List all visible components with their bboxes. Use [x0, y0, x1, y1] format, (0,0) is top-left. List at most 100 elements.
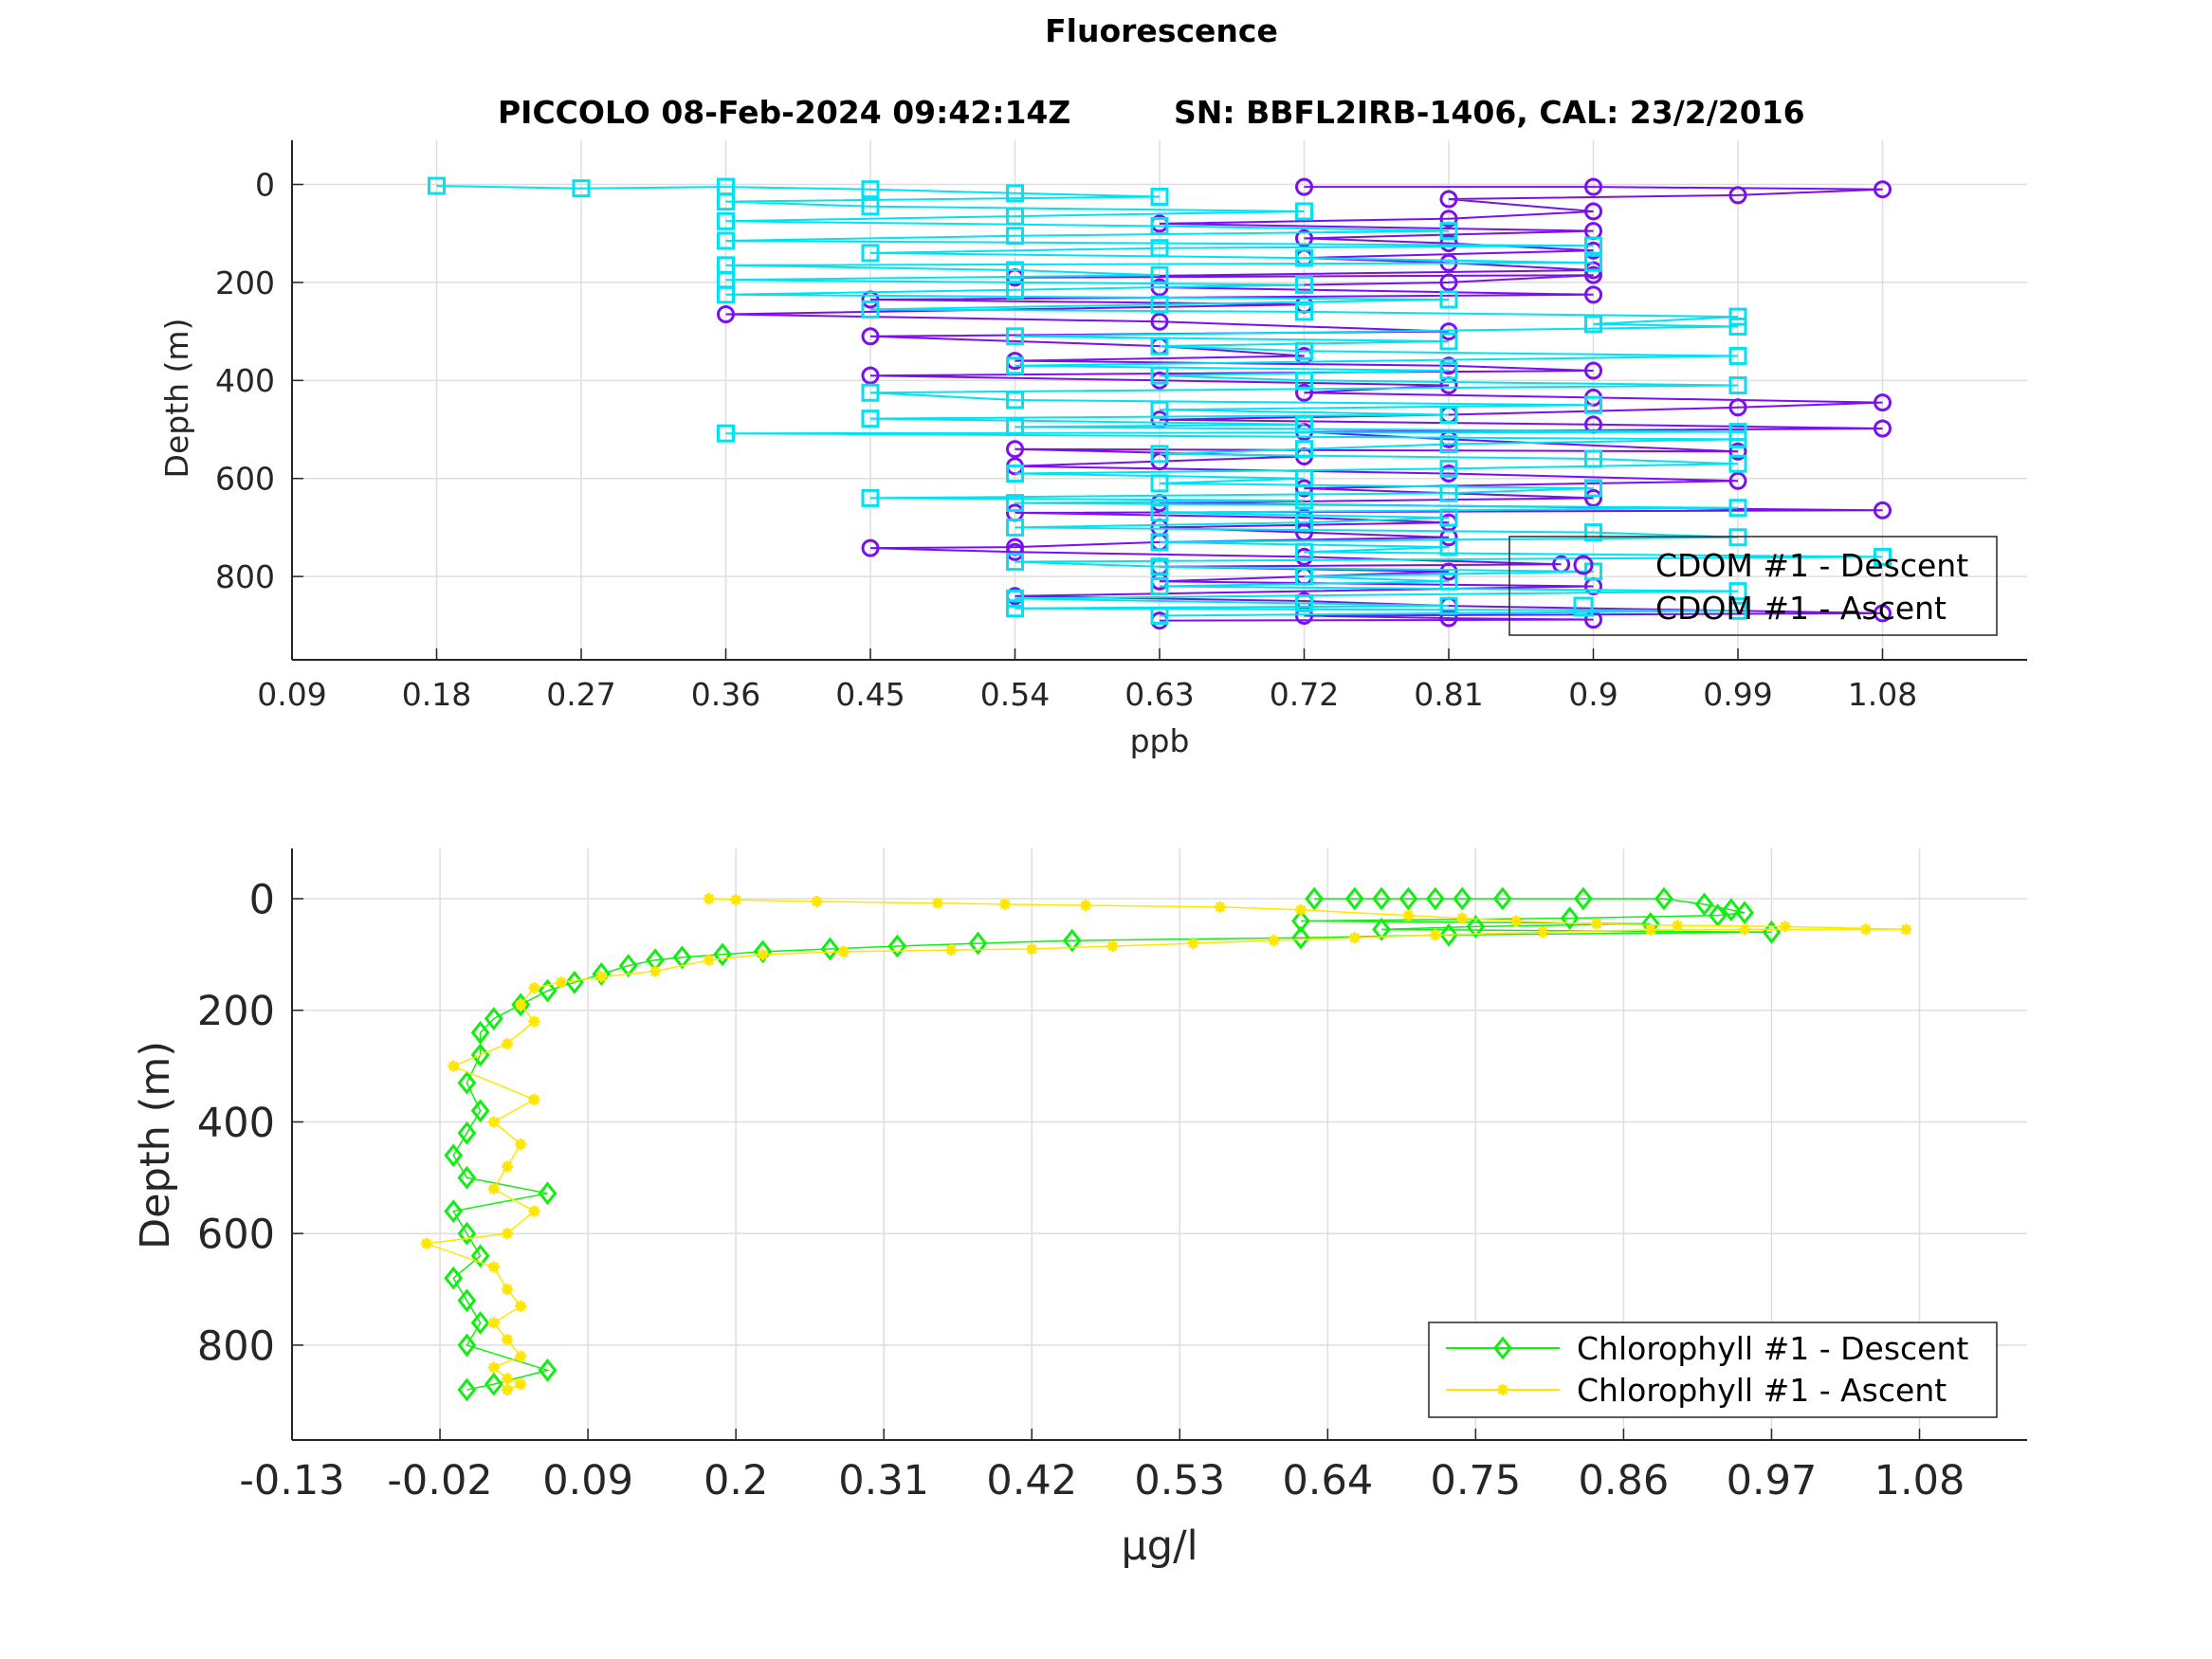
cdom-descent-point — [1295, 606, 1313, 625]
cdom-ascent-point — [1728, 375, 1747, 394]
chlorophyll-ascent-point-stroke — [1349, 932, 1360, 943]
cdom-ascent-point — [1295, 276, 1313, 295]
cdom-ascent-point — [1150, 557, 1169, 576]
subtitle-left: PICCOLO 08-Feb-2024 09:42:14Z — [498, 94, 1070, 131]
chlorophyll-ascent-point — [501, 1160, 513, 1173]
chlorophyll-ascent-point — [1537, 926, 1549, 939]
chlorophyll-ascent-point — [1859, 923, 1872, 936]
chlorophyll-ascent-point-stroke — [488, 1117, 500, 1127]
chlorophyll-ascent-point-stroke — [1672, 920, 1683, 931]
chlorophyll-ascent-point — [515, 1350, 527, 1362]
chlorophyll-legend-descent-marker — [1493, 1336, 1512, 1360]
chlorophyll-ascent-point-stroke — [1780, 921, 1790, 932]
cdom-legend-descent-label: CDOM #1 - Descent — [1655, 547, 1968, 584]
chlorophyll-series — [420, 886, 1912, 1402]
cdom-ascent-point — [1584, 449, 1602, 468]
chlorophyll-ascent-point — [1429, 929, 1441, 941]
chlorophyll-ascent-point-stroke — [1107, 940, 1118, 952]
cdom-ascent-point — [1295, 341, 1313, 360]
chlorophyll-x-tick-label: 0.86 — [1579, 1457, 1670, 1504]
chlorophyll-descent-point — [538, 1181, 558, 1206]
cdom-ascent-point — [861, 300, 880, 319]
chlorophyll-ascent-point — [501, 1228, 513, 1240]
cdom-descent-point — [1439, 210, 1458, 228]
cdom-descent-point — [1584, 177, 1602, 196]
chlorophyll-ascent-point — [649, 965, 662, 977]
chlorophyll-ascent-point-stroke — [730, 894, 741, 905]
cdom-ascent-point — [1150, 533, 1169, 552]
cdom-x-tick-label: 0.18 — [402, 676, 471, 713]
cdom-descent-point — [1295, 479, 1313, 498]
chlorophyll-ascent-point — [528, 982, 540, 994]
chlorophyll-ascent-point — [1456, 912, 1469, 924]
chlorophyll-ascent-point — [998, 898, 1011, 910]
chlorophyll-descent-point — [470, 1244, 490, 1268]
chlorophyll-ascent-point-stroke — [502, 1038, 513, 1049]
cdom-ascent-point — [1295, 415, 1313, 434]
chlorophyll-ascent-point — [1644, 923, 1656, 936]
chlorophyll-ascent-point — [1900, 923, 1912, 936]
cdom-ascent-point — [1006, 391, 1024, 410]
cdom-ascent-point — [1728, 601, 1747, 620]
chlorophyll-legend-ascent-marker — [1497, 1384, 1508, 1395]
cdom-ascent-point — [1006, 518, 1024, 537]
cdom-ascent-point — [1295, 469, 1313, 488]
cdom-ascent-point — [1006, 281, 1024, 300]
cdom-series — [428, 176, 1892, 630]
cdom-ascent-point — [1874, 547, 1892, 566]
chlorophyll-descent-point — [470, 1020, 490, 1045]
chlorophyll-ascent-point — [501, 1373, 513, 1385]
chlorophyll-ascent-point — [487, 1261, 500, 1273]
chlorophyll-ascent-point — [1187, 938, 1199, 950]
cdom-descent-point — [1584, 285, 1602, 304]
cdom-ascent-point — [1150, 445, 1169, 464]
chlorophyll-ascent-point — [515, 1300, 527, 1312]
cdom-ascent-point — [1439, 435, 1458, 454]
chlorophyll-descent-point — [457, 1288, 477, 1313]
chlorophyll-ascent-point — [1509, 915, 1522, 927]
cdom-ascent-point — [1295, 542, 1313, 561]
chlorophyll-grid — [291, 848, 2027, 1440]
chlorophyll-ascent-point-stroke — [502, 1384, 513, 1395]
chlorophyll-axis-lines — [291, 848, 2027, 1441]
chlorophyll-descent-point — [1573, 886, 1593, 911]
cdom-descent-point — [1728, 398, 1747, 417]
chlorophyll-ascent-point-stroke — [1645, 924, 1656, 936]
chlorophyll-series-descent-line — [452, 898, 1772, 1391]
chlorophyll-ascent-point-stroke — [1860, 924, 1872, 935]
cdom-y-tick-label: 400 — [215, 362, 275, 399]
chlorophyll-ascent-point-stroke — [1295, 904, 1307, 916]
cdom-descent-point — [1874, 393, 1892, 412]
chlorophyll-ascent-point — [487, 1183, 500, 1195]
cdom-x-tick-label: 1.08 — [1848, 676, 1917, 713]
cdom-ascent-point — [1295, 248, 1313, 267]
cdom-descent-point — [1584, 202, 1602, 221]
cdom-ascent-point — [1728, 499, 1747, 518]
chlorophyll-descent-point — [457, 1121, 477, 1145]
cdom-ascent-point — [1006, 417, 1024, 436]
cdom-ascent-point — [1728, 582, 1747, 601]
cdom-ascent-point — [1439, 459, 1458, 478]
cdom-clip — [428, 176, 1892, 630]
cdom-ascent-point — [861, 180, 880, 199]
chlorophyll-ascent-point-stroke — [529, 1016, 539, 1027]
cdom-ascent-point — [1150, 239, 1169, 258]
cdom-descent-point — [1295, 383, 1313, 402]
chlorophyll-y-tick-label: 0 — [249, 876, 275, 923]
chlorophyll-ascent-point-stroke — [999, 899, 1011, 910]
chlorophyll-ascent-point — [1294, 903, 1307, 916]
cdom-ascent-point — [1439, 361, 1458, 380]
chlorophyll-legend: Chlorophyll #1 - Descent Chlorophyll #1 … — [1428, 1322, 1998, 1418]
chlorophyll-descent-point — [1372, 886, 1391, 911]
chlorophyll-x-tick-label: 0.53 — [1134, 1457, 1225, 1504]
chlorophyll-ascent-point — [501, 1384, 513, 1396]
chlorophyll-ascent-point — [1214, 901, 1226, 913]
cdom-ascent-point — [1006, 261, 1024, 280]
cdom-ascent-point — [1006, 327, 1024, 346]
chlorophyll-descent-point — [820, 937, 840, 961]
chlorophyll-descent-point — [968, 931, 988, 956]
chlorophyll-ascent-point-stroke — [488, 1183, 500, 1194]
chlorophyll-ascent-point-stroke — [515, 1378, 526, 1390]
chlorophyll-ascent-point-stroke — [1080, 900, 1091, 911]
cdom-axis-lines — [291, 140, 2027, 661]
